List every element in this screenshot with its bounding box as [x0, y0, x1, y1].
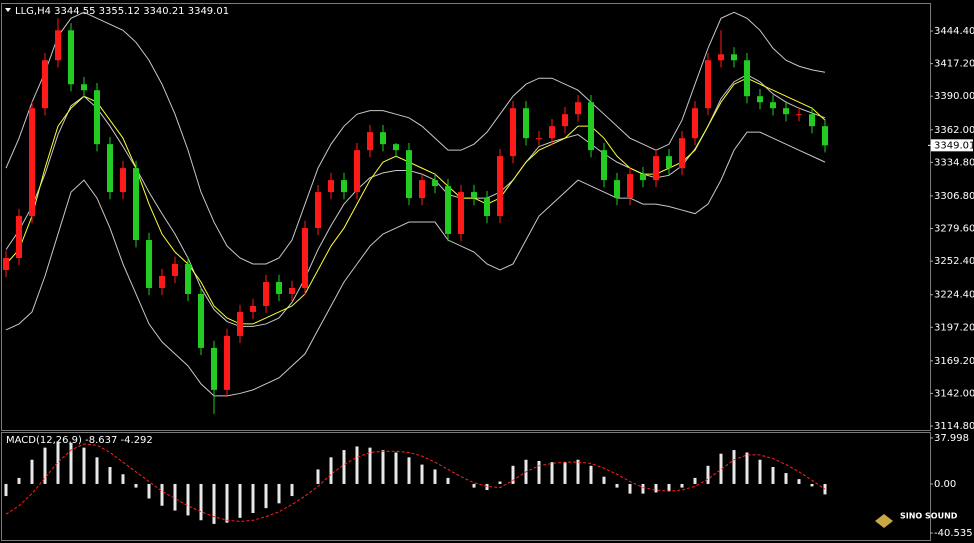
candle-body	[263, 281, 269, 306]
candle-body	[562, 114, 568, 127]
y-tick-label: 3417.20	[934, 59, 974, 70]
candle-body	[68, 30, 74, 85]
candle-body	[81, 84, 87, 91]
candle-body	[393, 144, 399, 151]
candle-body	[237, 311, 243, 336]
candle-body	[302, 228, 308, 288]
candle-body	[653, 156, 659, 181]
candle-body	[640, 174, 646, 181]
candle-body	[276, 281, 282, 294]
y-tick-label: 3252.40	[934, 256, 974, 267]
logo-text: SINO SOUND	[900, 512, 958, 521]
candle-body	[354, 150, 360, 193]
candle-body	[601, 150, 607, 181]
y-tick-label: 3306.80	[934, 191, 974, 202]
y-tick-label: 3334.80	[934, 157, 974, 168]
candle-body	[445, 186, 451, 235]
candle-body	[783, 108, 789, 115]
logo-icon	[875, 514, 893, 528]
candle-body	[705, 60, 711, 109]
price-title: LLG,H4 3344.55 3355.12 3340.21 3349.01	[15, 6, 229, 17]
candle-body	[146, 240, 152, 288]
candle-body	[796, 114, 802, 116]
candle-body	[744, 60, 750, 97]
candle-body	[211, 347, 217, 390]
candle-body	[133, 168, 139, 241]
candle-body	[315, 192, 321, 229]
indicator-line	[5, 131, 826, 397]
indicator-line	[5, 77, 826, 325]
candle-body	[172, 264, 178, 276]
candle-body	[3, 258, 9, 270]
candle-body	[94, 90, 100, 145]
candle-body	[367, 132, 373, 151]
candle-body	[289, 287, 295, 294]
candle-body	[523, 108, 529, 139]
y-tick-label: 37.998	[934, 433, 969, 444]
last-price-label: 3349.01	[934, 140, 974, 151]
y-tick-label: 3114.80	[934, 421, 974, 432]
candle-body	[29, 108, 35, 217]
signal-line	[5, 443, 826, 522]
candle-body	[666, 156, 672, 169]
candle-body	[536, 138, 542, 140]
candle-body	[341, 180, 347, 193]
y-tick-label: -40.535	[934, 528, 973, 539]
logo: SINO SOUND	[875, 512, 958, 528]
y-tick-label: 3169.20	[934, 356, 974, 367]
candle-body	[627, 174, 633, 199]
candle-body	[809, 114, 815, 127]
candle-body	[419, 180, 425, 199]
candle-body	[42, 60, 48, 109]
candle-body	[770, 102, 776, 109]
candle-body	[328, 180, 334, 193]
candle-body	[484, 198, 490, 217]
candle-body	[224, 335, 230, 390]
candle-body	[55, 30, 61, 61]
menu-arrow[interactable]	[5, 8, 11, 12]
candle-body	[471, 192, 477, 199]
candle-body	[198, 293, 204, 348]
last-price-box	[931, 139, 973, 152]
candle-body	[757, 96, 763, 103]
indicator-line	[5, 11, 826, 265]
candle-body	[679, 138, 685, 169]
candle-body	[692, 108, 698, 139]
candle-body	[510, 108, 516, 157]
candle-body	[549, 126, 555, 139]
macd-panel-frame	[1, 432, 931, 541]
indicator-line	[5, 74, 826, 327]
candle-body	[250, 305, 256, 312]
candle-body	[120, 168, 126, 193]
candle-body	[497, 156, 503, 217]
candle-body	[458, 192, 464, 235]
y-tick-label: 3279.60	[934, 224, 974, 235]
candle-body	[107, 144, 113, 193]
price-panel-frame	[1, 3, 931, 431]
y-tick-label: 3390.00	[934, 91, 974, 102]
y-tick-label: 0.00	[934, 479, 956, 490]
candle-body	[380, 132, 386, 145]
candle-body	[16, 216, 22, 259]
y-tick-label: 3444.40	[934, 26, 974, 37]
candle-body	[575, 102, 581, 115]
y-tick-label: 3362.00	[934, 125, 974, 136]
candle-body	[406, 150, 412, 199]
y-tick-label: 3224.40	[934, 290, 974, 301]
candle-body	[822, 126, 828, 146]
candle-body	[614, 180, 620, 199]
macd-title: MACD(12,26,9) -8.637 -4.292	[6, 435, 153, 446]
candle-body	[185, 264, 191, 294]
candle-body	[432, 180, 438, 187]
candle-body	[731, 54, 737, 61]
candle-body	[718, 54, 724, 61]
y-tick-label: 3197.20	[934, 322, 974, 333]
y-tick-label: 3142.00	[934, 388, 974, 399]
candle-body	[588, 102, 594, 151]
candle-body	[159, 275, 165, 288]
